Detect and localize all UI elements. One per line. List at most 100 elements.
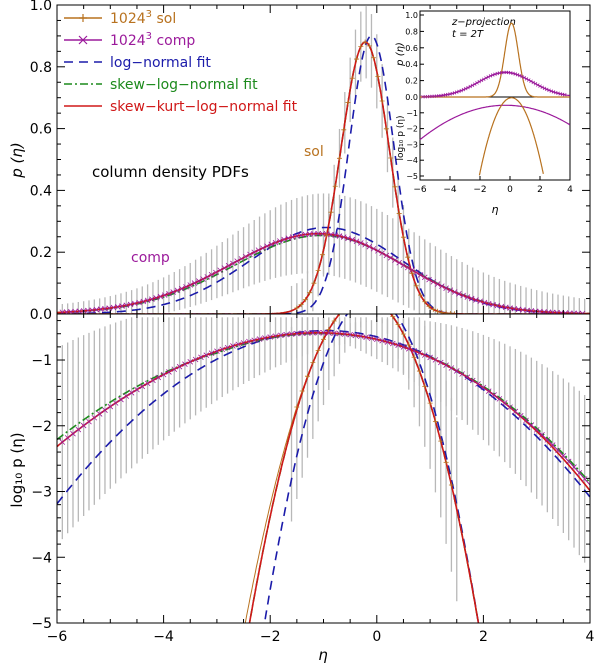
sol-marker xyxy=(336,155,342,161)
inset-ytick-bottom-label: −3 xyxy=(406,140,418,149)
inset-comp-marker xyxy=(468,84,472,89)
inset-comp-marker xyxy=(527,78,531,82)
inset-curves xyxy=(419,22,571,176)
comp-marker-log xyxy=(144,380,151,387)
inset-title-line2: t = 2T xyxy=(452,29,484,40)
comp-marker-log xyxy=(150,377,156,384)
legend-label-1: 10243 comp xyxy=(110,31,195,49)
sol-marker xyxy=(443,310,449,314)
comp-marker-log xyxy=(299,330,305,337)
sol-marker-log xyxy=(400,331,406,337)
sol-marker-log xyxy=(385,308,390,313)
comp-marker-log xyxy=(379,337,385,344)
legend-marker-0 xyxy=(79,14,87,22)
comp-marker xyxy=(132,300,138,307)
sol-marker-log xyxy=(422,383,428,389)
comp-marker-log xyxy=(278,332,284,339)
comp-marker xyxy=(204,274,211,280)
comp-marker-log xyxy=(64,435,71,441)
inset-comp-marker xyxy=(488,74,493,78)
top-ytick-label: 0.4 xyxy=(30,183,52,199)
comp-marker xyxy=(468,295,475,302)
sol-marker-log xyxy=(395,322,401,328)
comp-marker-log xyxy=(198,354,204,361)
comp-marker-log xyxy=(304,330,311,336)
comp-marker-log xyxy=(230,343,236,349)
top-ylabel: p (η) xyxy=(8,142,26,179)
comp-marker xyxy=(464,294,471,300)
bottom-panel-frame xyxy=(56,313,591,624)
inset-ticks: −6 −4 −2 0 2 4 1.0 0.8 0.6 0.4 0.2 0.0 −1 −2 −3 −4 −5 xyxy=(405,11,573,195)
comp-marker-log xyxy=(160,371,167,378)
sol-marker xyxy=(319,252,325,258)
sol-marker-log xyxy=(416,368,422,374)
sol-marker-log xyxy=(331,318,337,324)
sol-marker-log xyxy=(432,418,438,424)
sol-marker xyxy=(341,127,347,133)
comp-marker xyxy=(144,297,151,304)
comp-marker-log xyxy=(224,344,231,351)
inset-xtick-label: −4 xyxy=(443,185,457,195)
comp-marker-log xyxy=(342,331,348,337)
comp-marker-log xyxy=(208,350,215,356)
comp-marker-log xyxy=(501,400,508,406)
inset-comp-marker xyxy=(545,87,549,92)
comp-marker-log xyxy=(421,352,428,358)
inset-comp-marker xyxy=(457,89,461,94)
comp-marker xyxy=(421,274,428,281)
comp-marker xyxy=(277,238,283,244)
bottom-xtick-label: 2 xyxy=(479,629,488,645)
comp-marker xyxy=(191,280,198,286)
inset-comp-marker xyxy=(540,85,544,90)
comp-marker-log xyxy=(395,342,401,348)
comp-marker xyxy=(566,310,573,314)
comp-marker xyxy=(443,285,449,291)
comp-marker-log xyxy=(459,371,465,377)
inset-comp-marker xyxy=(524,77,529,81)
comp-marker xyxy=(430,279,437,285)
comp-marker-log xyxy=(581,476,588,482)
sol-marker xyxy=(439,309,445,314)
bottom-xtick-label: −2 xyxy=(260,629,281,645)
comp-marker xyxy=(272,239,279,246)
inset-comp-marker xyxy=(536,83,540,87)
inset-comp-marker xyxy=(533,81,538,86)
comp-marker xyxy=(153,295,159,301)
comp-marker xyxy=(195,278,202,284)
sol-kurt-fit-log xyxy=(248,314,480,623)
sol-marker-log xyxy=(299,388,305,394)
comp-marker xyxy=(119,303,125,309)
comp-marker-log xyxy=(411,348,417,354)
inset-ytick-top-label: 0.2 xyxy=(405,77,418,86)
inset-comp-marker xyxy=(475,81,479,85)
comp-marker xyxy=(294,233,300,239)
inset-ytick-top-label: 1.0 xyxy=(405,11,418,20)
sol-marker-log xyxy=(310,360,316,366)
comp-marker-log xyxy=(102,407,108,413)
comp-marker xyxy=(345,235,351,242)
top-ytick-label: 0.6 xyxy=(30,122,52,138)
comp-marker-log xyxy=(246,338,252,345)
comp-marker-log xyxy=(453,368,460,374)
sol-marker xyxy=(383,126,389,132)
inset-ylabel-top: p (η) xyxy=(395,42,406,67)
comp-marker-log xyxy=(544,437,551,443)
inset-comp-marker xyxy=(466,85,470,90)
inset-comp-marker xyxy=(479,78,484,83)
sol-marker xyxy=(311,280,317,286)
comp-marker-log xyxy=(86,418,92,425)
comp-marker-log xyxy=(75,426,82,433)
comp-marker xyxy=(242,253,249,260)
inset-xtick-label: 0 xyxy=(507,185,513,195)
comp-marker xyxy=(494,302,501,309)
inset-title-line1: z−projection xyxy=(451,17,516,28)
inset-xtick-label: 2 xyxy=(537,185,543,195)
sol-marker xyxy=(354,56,360,62)
comp-marker-log xyxy=(390,340,396,347)
inset-comp-marker xyxy=(522,75,526,80)
comp-marker-log xyxy=(448,365,455,371)
bottom-ytick-label: −3 xyxy=(31,485,52,501)
inset-comp-marker xyxy=(513,72,517,76)
comp-marker xyxy=(549,309,556,314)
comp-marker-log xyxy=(96,411,103,417)
